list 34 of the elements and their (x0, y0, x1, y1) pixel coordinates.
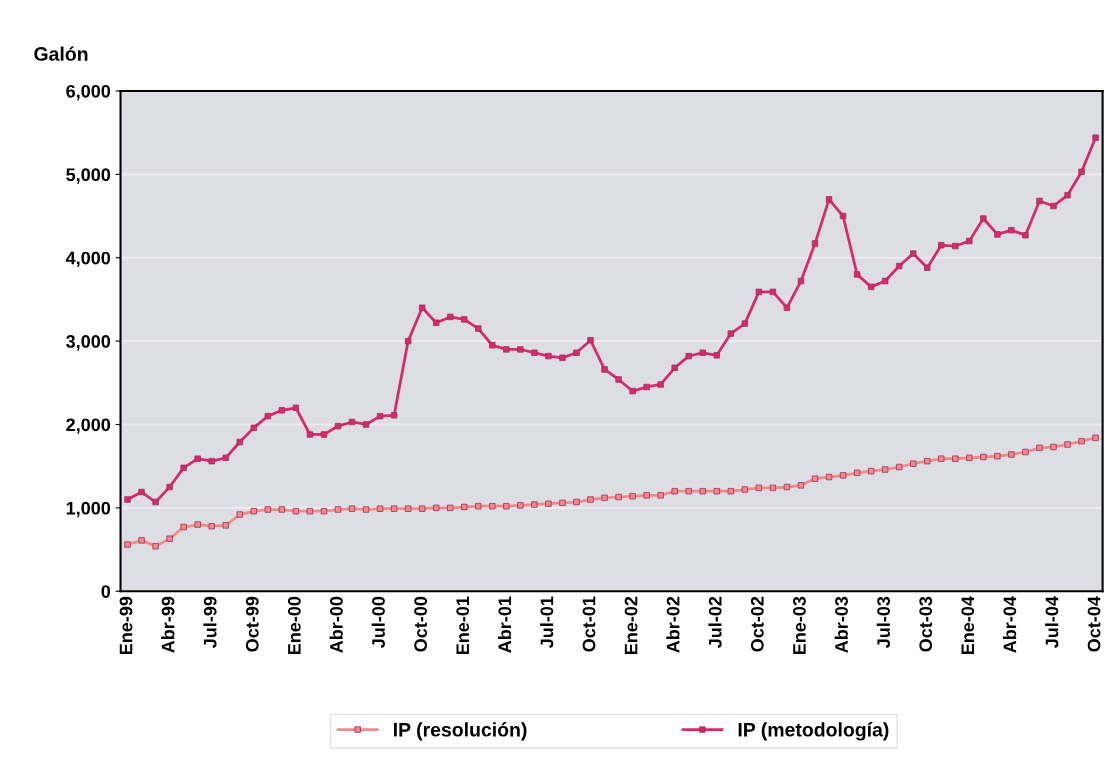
x-tick-label: Jul-03 (876, 596, 891, 649)
x-tick-label: Oct-99 (245, 596, 259, 652)
x-tick-label: Ene-03 (793, 596, 806, 655)
x-tick-label: Oct-01 (582, 596, 596, 652)
legend-label: IP (resolución) (393, 722, 527, 741)
x-tick-label: Abr-02 (666, 596, 680, 653)
x-tick-label: Abr-03 (834, 596, 848, 653)
x-tick-label: Ene-99 (119, 596, 133, 655)
y-tick-label: 5,000 (66, 168, 111, 184)
y-tick-label: 4,000 (65, 251, 111, 268)
y-axis-title: Galón (34, 46, 88, 61)
x-tick-label: Ene-02 (624, 596, 638, 655)
x-tick-label: Ene-00 (287, 596, 301, 655)
x-tick-label: Oct-04 (1087, 596, 1101, 652)
x-tick-label: Jul-00 (371, 596, 385, 649)
x-tick-label: Jul-01 (540, 596, 554, 649)
x-tick-label: Abr-04 (1003, 596, 1017, 653)
y-tick-label: 2,000 (66, 418, 111, 434)
x-tick-label: Ene-04 (961, 596, 975, 655)
y-tick-label: 0 (101, 585, 111, 598)
x-tick-label: Jul-04 (1045, 596, 1059, 649)
x-tick-label: Oct-03 (919, 596, 933, 652)
x-tick-label: Oct-00 (414, 596, 428, 652)
x-tick-label: Abr-99 (161, 596, 175, 653)
y-tick-label: 3,000 (66, 335, 111, 351)
x-tick-label: Abr-00 (329, 596, 343, 653)
y-tick-label: 1,000 (66, 501, 111, 518)
legend-label: IP (metodología) (738, 722, 889, 741)
x-tick-label: Jul-02 (708, 596, 722, 649)
x-tick-label: Abr-01 (497, 596, 512, 653)
x-tick-label: Ene-01 (456, 596, 470, 655)
x-tick-label: Jul-99 (203, 596, 217, 649)
y-tick-label: 6,000 (66, 84, 111, 101)
x-tick-label: Oct-02 (750, 596, 764, 652)
